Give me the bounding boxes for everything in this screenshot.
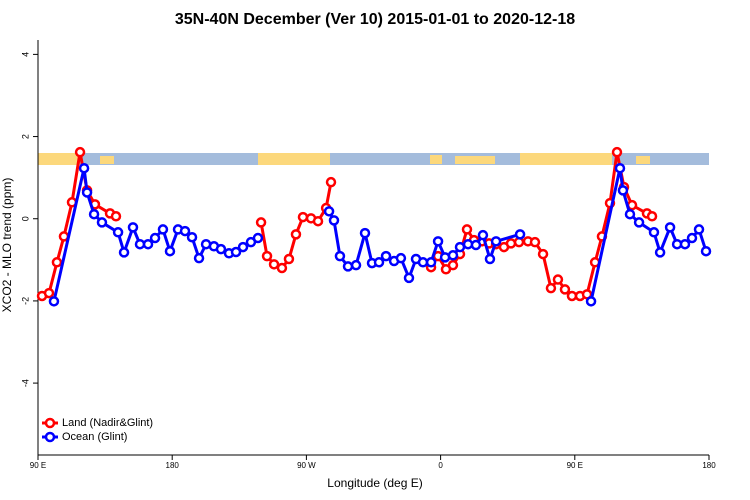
point — [403, 272, 415, 284]
chart-title: 35N-40N December (Ver 10) 2015-01-01 to … — [175, 11, 575, 28]
x-tick-label: 90 W — [297, 461, 316, 470]
legend-label: Land (Nadir&Glint) — [62, 417, 153, 429]
point — [477, 229, 489, 241]
point — [686, 232, 698, 244]
legend-marker — [44, 417, 56, 429]
y-axis-label: XCO2 - MLO trend (ppm) — [0, 178, 14, 313]
point — [529, 236, 541, 248]
point — [505, 238, 517, 249]
point — [255, 217, 267, 228]
point — [461, 224, 473, 235]
point — [261, 250, 273, 262]
point — [646, 211, 658, 222]
point — [230, 246, 242, 258]
point — [215, 243, 227, 255]
point — [359, 227, 371, 239]
point — [323, 206, 335, 217]
x-axis-label: Longitude (deg E) — [327, 476, 422, 490]
point — [537, 248, 549, 260]
point — [51, 257, 63, 268]
y-tick-label: 0 — [20, 216, 30, 221]
y-tick-label: -4 — [20, 379, 30, 387]
point — [350, 259, 362, 271]
x-tick-label: 180 — [166, 461, 180, 470]
point — [611, 146, 623, 158]
point — [559, 284, 571, 295]
point — [648, 227, 660, 238]
point — [454, 241, 466, 253]
point — [164, 245, 176, 257]
point — [425, 257, 437, 268]
legend-label: Ocean (Glint) — [62, 431, 127, 443]
point — [268, 259, 280, 270]
point — [617, 185, 629, 196]
point — [432, 236, 444, 247]
point — [193, 252, 205, 264]
point — [490, 236, 502, 247]
point — [78, 162, 90, 174]
point — [290, 229, 302, 240]
point — [664, 222, 676, 233]
legend-marker — [44, 431, 56, 443]
point — [276, 262, 288, 274]
point — [127, 222, 139, 233]
point — [186, 231, 198, 243]
point — [149, 232, 161, 244]
x-tick-label: 180 — [702, 461, 716, 470]
point — [179, 225, 191, 237]
point — [484, 253, 496, 265]
point — [633, 217, 645, 228]
point — [679, 238, 691, 250]
point — [693, 224, 705, 235]
point — [328, 215, 340, 226]
point — [297, 211, 309, 223]
point — [118, 247, 130, 258]
point — [110, 211, 122, 222]
y-tick-label: 4 — [20, 52, 30, 57]
point — [447, 250, 459, 261]
point — [96, 217, 108, 228]
point — [514, 229, 526, 240]
point — [283, 253, 295, 265]
point — [74, 146, 86, 158]
land-sea-strip — [38, 153, 709, 165]
point — [566, 290, 578, 302]
point — [380, 250, 392, 262]
point — [552, 274, 564, 285]
point — [325, 176, 337, 188]
point — [470, 239, 482, 251]
point — [237, 241, 249, 253]
point — [417, 257, 429, 268]
y-tick-label: 2 — [20, 134, 30, 139]
point — [252, 232, 264, 244]
point — [43, 287, 55, 299]
point — [48, 296, 60, 307]
point — [134, 238, 146, 250]
point — [342, 261, 354, 272]
point — [157, 224, 169, 235]
point — [545, 282, 557, 294]
point — [700, 245, 712, 257]
point — [447, 259, 459, 271]
point — [112, 227, 124, 238]
point — [373, 257, 385, 268]
point — [624, 208, 636, 220]
x-tick-label: 90 E — [30, 461, 46, 470]
x-tick-label: 0 — [438, 461, 443, 470]
point — [312, 215, 324, 227]
point — [585, 296, 597, 307]
point — [142, 238, 154, 250]
y-tick-label: -2 — [20, 297, 30, 305]
point — [88, 208, 100, 220]
x-tick-label: 90 E — [567, 461, 583, 470]
point — [395, 252, 407, 264]
point — [614, 162, 626, 174]
point — [654, 247, 666, 258]
point — [81, 187, 93, 198]
point — [334, 250, 346, 262]
